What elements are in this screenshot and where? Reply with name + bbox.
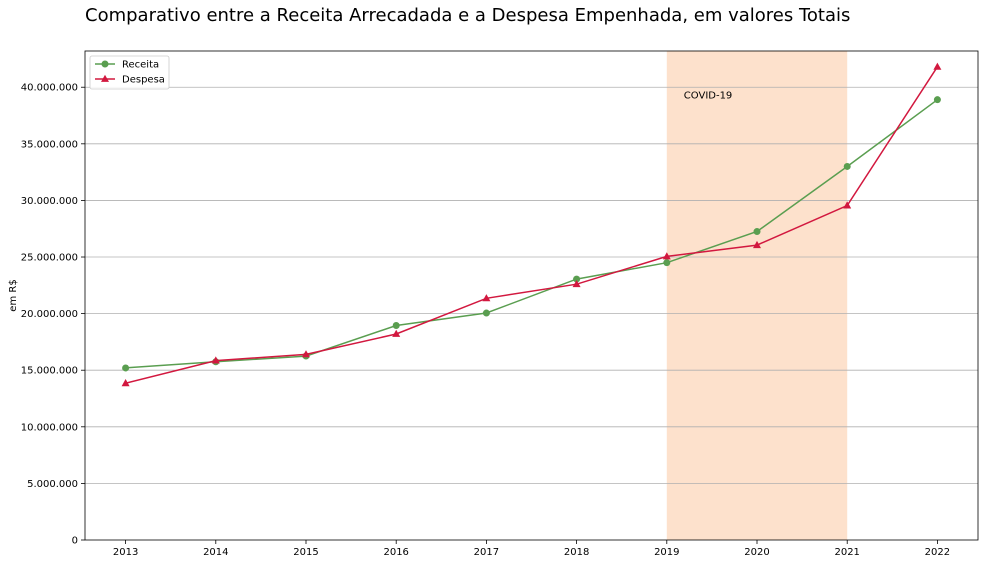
series-despesa [121,62,942,387]
plot-frame [84,50,979,541]
x-tick-label: 2021 [834,547,859,558]
x-axis-ticks: 2013 2014 2015 2016 2017 2018 2019 2020 2021 2022 [113,540,950,558]
x-tick-label: 2017 [474,547,499,558]
data-point [482,309,490,317]
x-tick-label: 2013 [113,547,138,558]
y-tick-label: 20.000.000 [21,309,78,320]
x-tick-label: 2020 [744,547,769,558]
x-tick-label: 2014 [203,547,228,558]
series-line-receita [125,99,938,369]
legend-label: Receita [122,60,159,71]
data-point [122,364,130,372]
data-point [392,329,401,337]
data-point [573,275,581,283]
y-tick-label: 0 [72,536,78,547]
data-point [572,280,581,288]
data-point [933,62,942,70]
y-axis-ticks: 0 5.000.000 10.000.000 15.000.000 20.000.000… [21,83,85,547]
x-tick-label: 2015 [293,547,318,558]
legend-marker [101,74,109,82]
data-point [843,162,851,170]
series-lines [121,62,942,387]
gridlines [85,86,978,484]
data-point [753,228,761,236]
x-tick-label: 2016 [383,547,408,558]
y-tick-label: 40.000.000 [21,83,78,94]
data-point [302,350,310,358]
y-tick-label: 10.000.000 [21,422,78,433]
y-tick-label: 35.000.000 [21,139,78,150]
legend-marker [101,60,109,68]
legend-item-despesa: Despesa [95,75,165,86]
x-tick-label: 2022 [925,547,950,558]
covid-shaded-region [666,51,848,540]
legend: Receita Despesa [89,55,170,90]
y-axis-label: em R$ [8,279,19,311]
data-point [211,356,220,364]
y-tick-label: 5.000.000 [27,479,78,490]
axes [84,50,979,541]
y-tick-label: 15.000.000 [21,366,78,377]
x-tick-label: 2019 [654,547,679,558]
data-point [663,259,671,267]
data-point [392,321,400,329]
y-tick-label: 25.000.000 [21,253,78,264]
y-tick-label: 30.000.000 [21,196,78,207]
data-point [753,240,761,249]
legend-label: Despesa [122,75,165,86]
data-point [482,294,491,302]
covid-annotation: COVID-19 [684,91,733,102]
data-point [843,201,852,209]
data-point [933,96,941,104]
chart-title: Comparativo entre a Receita Arrecadada e… [85,5,850,26]
data-point [121,379,130,387]
series-line-despesa [125,66,939,384]
x-tick-label: 2018 [564,547,589,558]
legend-item-receita: Receita [95,60,159,71]
covid-shade-rect [666,51,848,540]
data-point [662,252,671,260]
